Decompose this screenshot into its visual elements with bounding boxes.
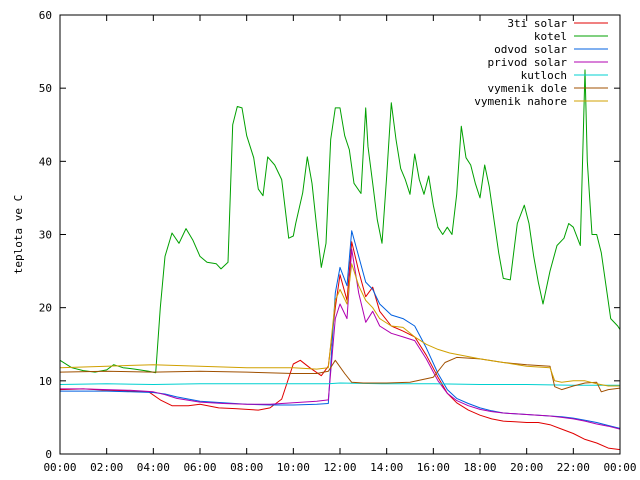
x-tick-label: 20:00 <box>510 461 543 474</box>
x-tick-label: 08:00 <box>230 461 263 474</box>
legend-label: kutloch <box>521 69 567 82</box>
series-line-1 <box>60 69 620 374</box>
x-tick-label: 14:00 <box>370 461 403 474</box>
legend-label: vymenik dole <box>488 82 567 95</box>
x-axis: 00:00 02:00 04:00 06:00 08:00 10:00 12:00 14:00… <box>43 15 637 474</box>
x-tick-label: 22:00 <box>557 461 590 474</box>
y-tick-label: 10 <box>39 375 52 388</box>
series-line-3 <box>60 248 620 430</box>
x-tick-label: 12:00 <box>323 461 356 474</box>
y-tick-label: 30 <box>39 229 52 242</box>
x-tick-label: 10:00 <box>277 461 310 474</box>
x-tick-label: 02:00 <box>90 461 123 474</box>
legend-label: 3ti solar <box>507 17 567 30</box>
y-axis: 0 10 20 30 40 50 60 <box>39 9 620 461</box>
x-tick-label: 16:00 <box>417 461 450 474</box>
y-tick-label: 0 <box>45 448 52 461</box>
series-line-0 <box>60 241 620 451</box>
y-tick-label: 50 <box>39 82 52 95</box>
x-tick-label: 04:00 <box>137 461 170 474</box>
plot-lines <box>60 69 620 451</box>
y-tick-label: 40 <box>39 155 52 168</box>
y-tick-label: 60 <box>39 9 52 22</box>
x-tick-label: 00:00 <box>603 461 636 474</box>
series-line-5 <box>60 356 620 393</box>
legend-label: odvod solar <box>494 43 567 56</box>
legend-label: privod solar <box>488 56 568 69</box>
legend-label: vymenik nahore <box>474 95 567 108</box>
series-line-6 <box>60 263 620 387</box>
y-axis-label: teplota ve C <box>12 195 25 274</box>
y-tick-label: 20 <box>39 302 52 315</box>
x-tick-label: 18:00 <box>463 461 496 474</box>
series-line-4 <box>60 382 620 386</box>
x-tick-label: 00:00 <box>43 461 76 474</box>
legend-label: kotel <box>534 30 567 43</box>
x-tick-label: 06:00 <box>183 461 216 474</box>
